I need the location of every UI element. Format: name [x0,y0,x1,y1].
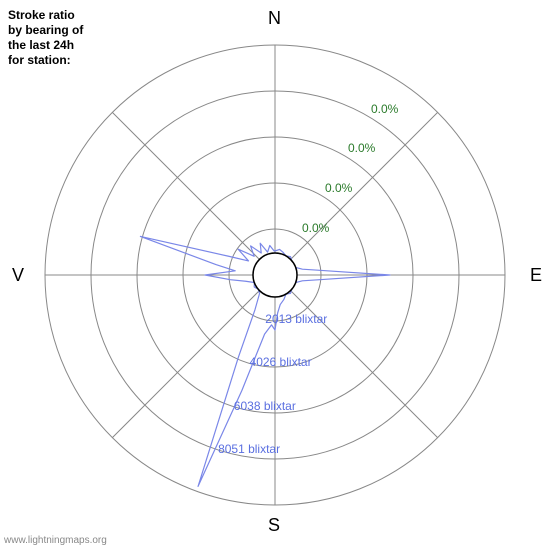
ring-blixtar-label: 6038 blixtar [234,399,296,413]
ring-blixtar-label: 2013 blixtar [265,312,327,326]
ring-percent-label: 0.0% [302,221,329,235]
ring-percent-label: 0.0% [348,141,375,155]
ring-blixtar-label: 8051 blixtar [218,442,280,456]
polar-chart-container: Stroke ratio by bearing of the last 24h … [0,0,550,550]
compass-n: N [268,8,281,29]
compass-w: V [12,265,24,286]
chart-title: Stroke ratio by bearing of the last 24h … [8,8,83,68]
chart-footer: www.lightningmaps.org [4,535,107,546]
ring-blixtar-label: 4026 blixtar [250,355,312,369]
polar-chart-svg [0,0,550,550]
ring-percent-label: 0.0% [325,181,352,195]
compass-e: E [530,265,542,286]
ring-percent-label: 0.0% [371,102,398,116]
compass-s: S [268,515,280,536]
